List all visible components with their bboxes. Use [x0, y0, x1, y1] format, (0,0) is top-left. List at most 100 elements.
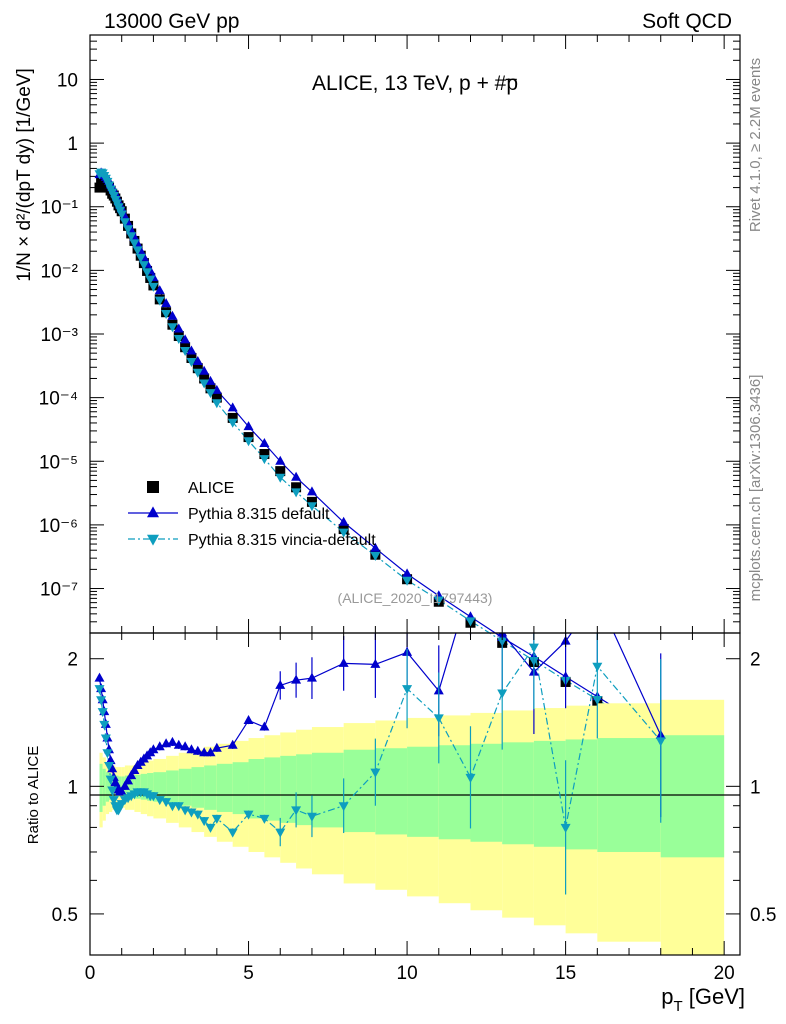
uncertainty-band-green	[191, 767, 205, 808]
ratio-point	[167, 736, 178, 746]
ratio-point	[291, 806, 302, 816]
data-point	[205, 375, 216, 385]
data-point	[291, 482, 302, 493]
data-point	[180, 334, 191, 344]
data-point	[167, 310, 178, 320]
ratio-point	[205, 747, 216, 757]
ratio-point	[102, 749, 113, 759]
main-ylabel: 1/N × d²/(dpT dy) [1/GeV]	[14, 68, 35, 282]
uncertainty-band-green	[470, 743, 503, 842]
ratio-data	[94, 591, 666, 895]
ratio-point	[199, 817, 210, 827]
legend-label: ALICE	[188, 480, 234, 497]
data-point	[433, 596, 444, 606]
plot-title-bar: _	[505, 60, 517, 81]
ratio-point	[275, 679, 286, 689]
ratio-point	[129, 764, 140, 774]
x-tick-label: 10	[397, 963, 418, 984]
ratio-point	[259, 721, 270, 731]
ratio-point	[180, 741, 191, 751]
x-tick-label: 20	[714, 963, 735, 984]
ratio-y-tick-label-right: 1	[750, 777, 761, 798]
data-point	[192, 368, 203, 378]
ratio-point	[306, 812, 317, 822]
data-point	[129, 239, 140, 249]
ratio-point	[123, 775, 134, 785]
uncertainty-band-green	[232, 762, 249, 815]
ratio-point	[100, 734, 111, 744]
legend-marker	[147, 506, 159, 518]
data-point	[211, 399, 222, 409]
ratio-y-tick-label: 0.5	[52, 905, 78, 926]
ratio-point	[99, 720, 110, 730]
x-axis-label-unit: [GeV]	[683, 984, 745, 1009]
ratio-point	[592, 591, 602, 600]
ratio-point	[199, 747, 210, 757]
ratio-point	[148, 792, 159, 802]
header-left: 13000 GeV pp	[104, 10, 239, 33]
y-tick-label: 10⁻¹	[41, 198, 79, 219]
ratio-point	[338, 802, 349, 812]
data-point	[173, 323, 184, 333]
ratio-ylabel: Ratio to ALICE	[25, 746, 42, 844]
data-point	[192, 363, 203, 374]
uncertainty-band-green	[99, 763, 103, 812]
y-tick-label: 10⁻⁷	[40, 580, 78, 601]
uncertainty-band-green	[216, 763, 233, 812]
ratio-point	[528, 643, 539, 653]
uncertainty-band-green	[660, 735, 725, 858]
series-line	[99, 171, 662, 741]
ratio-point	[275, 828, 286, 838]
ratio-point	[370, 768, 381, 778]
data-point	[275, 473, 286, 483]
ratio-point	[148, 744, 159, 754]
data-point	[338, 528, 349, 538]
ratio-point	[370, 658, 381, 668]
data-point	[154, 285, 165, 295]
header-right: Soft QCD	[642, 10, 732, 33]
ratio-point	[402, 685, 413, 695]
ratio-axis-ticks: 0.5 0.51 12 20 5 10 15 20	[52, 633, 776, 984]
ratio-point	[497, 689, 508, 699]
data-point	[94, 182, 105, 193]
y-tick-label: 10⁻²	[41, 261, 79, 282]
data-point	[370, 542, 381, 552]
ratio-point	[116, 786, 127, 796]
y-tick-label: 10⁻⁵	[39, 452, 78, 473]
ratio-point	[96, 696, 107, 706]
x-axis-label: pT [GeV]	[661, 984, 745, 1015]
series-line	[99, 172, 662, 737]
data-point	[132, 246, 143, 256]
ratio-y-tick-label-right: 0.5	[750, 905, 776, 926]
data-point	[291, 471, 302, 481]
data-point	[465, 617, 476, 627]
data-point	[167, 323, 178, 333]
mcplots-label: mcplots.cern.ch [arXiv:1306.3436]	[747, 375, 764, 602]
uncertainty-band-green	[438, 745, 471, 840]
ratio-point	[161, 798, 172, 808]
data-point	[145, 275, 156, 285]
data-point	[259, 449, 270, 460]
uncertainty-band-green	[533, 740, 566, 847]
ratio-point	[119, 780, 130, 790]
data-point	[291, 488, 302, 498]
legend-marker	[147, 534, 159, 546]
ratio-point	[259, 814, 270, 824]
data-point	[154, 296, 165, 306]
ratio-point	[433, 714, 444, 724]
ratio-point	[94, 685, 105, 695]
data-point	[199, 379, 210, 389]
data-point	[227, 418, 238, 428]
ratio-point	[243, 810, 254, 820]
ratio-y-tick-label: 1	[67, 777, 78, 798]
data-point	[180, 347, 191, 357]
legend-marker	[147, 481, 159, 493]
data-point	[199, 373, 210, 384]
plot-title: ALICE, 13 TeV, p + #p_	[312, 60, 518, 95]
x-tick-label: 15	[555, 963, 576, 984]
legend: ALICE Pythia 8.315 default Pythia 8.315 vi…	[128, 480, 376, 549]
data-point	[186, 357, 197, 367]
data-point	[119, 218, 130, 228]
uncertainty-band-green	[311, 752, 344, 828]
